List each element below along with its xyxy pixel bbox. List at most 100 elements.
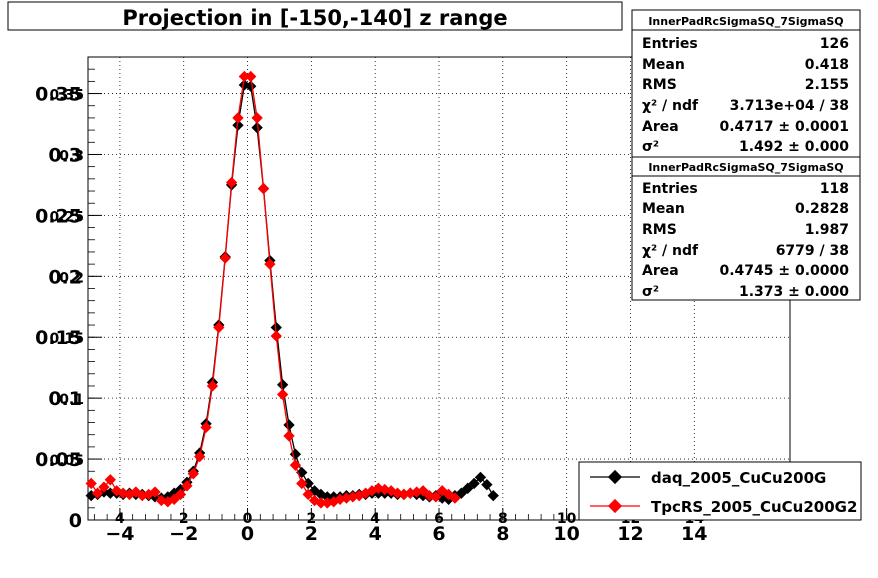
tpcrs-point [187, 468, 199, 480]
stat-value: 0.4745 ± 0.0000 [719, 263, 849, 279]
tpcrs-point [225, 176, 238, 189]
x-inner-tick-label: 2 [306, 511, 316, 527]
legend-marker-red [607, 498, 623, 514]
y-inner-tick-label: 0.1 [59, 392, 84, 408]
x-tick-label: 4 [369, 523, 382, 545]
stat-label: χ² / ndf [642, 98, 699, 114]
daq-point [481, 479, 493, 491]
tpcrs-point [264, 258, 276, 270]
x-inner-tick-label: 6 [434, 511, 444, 527]
stat-label: Area [642, 263, 679, 279]
stat-value: 0.2828 [795, 201, 849, 217]
y-tick-label: 0.15 [35, 327, 82, 349]
tpcrs-point [251, 112, 263, 124]
tpcrs-point [149, 486, 161, 498]
y-tick-label: 0.25 [35, 205, 82, 227]
x-tick-label: 14 [681, 523, 707, 545]
stat-label: Entries [642, 36, 698, 52]
stat-value: 2.155 [805, 77, 849, 93]
y-tick-label: 0.2 [48, 266, 82, 288]
legend: daq_2005_CuCu200G TpcRS_2005_CuCu200G2 [578, 461, 862, 521]
x-inner-tick-label: 2 [179, 511, 189, 527]
stat-label: σ² [642, 284, 659, 300]
y-tick-label: 0.35 [35, 84, 82, 106]
tpcrs-point [85, 477, 97, 490]
tpcrs-point [257, 182, 270, 195]
tpcrs-point [200, 421, 212, 434]
y-tick-label: 0.05 [35, 449, 82, 471]
tpcrs-point [289, 459, 302, 471]
y-tick-labels: 0 0.05 0.1 0.15 0.2 0.25 0.3 0.35 [35, 84, 82, 532]
x-inner-tick-label: 4 [115, 511, 125, 527]
legend-label-tpcrs: TpcRS_2005_CuCu200G2 [651, 498, 857, 516]
daq-point [487, 489, 499, 502]
x-tick-label: 10 [553, 523, 579, 545]
tpcrs-point [296, 477, 308, 490]
stat-label: Mean [642, 57, 685, 73]
stat-value: 0.418 [805, 57, 849, 73]
y-tick-label: 0.3 [48, 144, 82, 166]
stat-label: RMS [642, 222, 677, 238]
stat-value: 6779 / 38 [776, 243, 849, 259]
daq-point [474, 471, 487, 484]
stat-box-2: InnerPadRcSigmaSQ_7SigmaSQ Entries 118 M… [631, 156, 861, 301]
stat-box-1: InnerPadRcSigmaSQ_7SigmaSQ Entries 126 M… [631, 9, 861, 158]
x-tick-label: 8 [496, 523, 509, 545]
x-inner-tick-label: 10 [557, 511, 577, 527]
x-inner-tick-label: 0 [243, 511, 253, 527]
y-inner-tick-label: 0.15 [49, 331, 84, 347]
daq-point [283, 419, 295, 431]
y-tick-label: 0 [69, 510, 82, 532]
stat-value: 1.987 [805, 222, 849, 238]
tpcrs-point [430, 491, 442, 503]
stat-label: Mean [642, 201, 685, 217]
daq-point [270, 321, 282, 334]
legend-entry-tpcrs: TpcRS_2005_CuCu200G2 [590, 498, 857, 516]
tpcrs-point [245, 70, 257, 83]
daq-point [276, 379, 289, 391]
tpcrs-point [270, 330, 282, 342]
x-tick-label: −4 [105, 523, 134, 545]
daq-point [468, 477, 480, 490]
x-tick-label: −2 [169, 523, 198, 545]
tpcrs-point [174, 488, 187, 501]
stat-label: Entries [642, 181, 698, 197]
y-tick-label: 0.1 [48, 388, 82, 410]
tpcrs-point [232, 112, 244, 124]
chart-title-box: Projection in [-150,-140] z range [7, 1, 623, 31]
chart-title: Projection in [-150,-140] z range [122, 6, 507, 30]
legend-marker-black [607, 469, 623, 485]
daq-point [302, 477, 314, 490]
y-inner-tick-label: 0.3 [59, 148, 84, 164]
stat-value: 0.4717 ± 0.0001 [719, 119, 849, 135]
y-inner-tick-label: 0.35 [49, 88, 84, 104]
stat-label: χ² / ndf [642, 243, 699, 259]
series-daq [85, 79, 499, 505]
stat-box-title: InnerPadRcSigmaSQ_7SigmaSQ [648, 15, 843, 28]
stat-label: RMS [642, 77, 677, 93]
y-inner-tick-label: 0.05 [49, 453, 84, 469]
x-tick-label: 2 [305, 523, 318, 545]
stat-value: 126 [820, 36, 849, 52]
tpcrs-point [315, 497, 327, 509]
legend-label-daq: daq_2005_CuCu200G [651, 469, 826, 487]
tpcrs-point [219, 252, 231, 264]
legend-entry-daq: daq_2005_CuCu200G [590, 469, 826, 487]
tpcrs-point [194, 450, 206, 463]
tpcrs-point [276, 388, 289, 401]
stat-value: 1.373 ± 0.000 [739, 284, 849, 300]
tpcrs-point [213, 321, 225, 334]
y-inner-tick-labels: 0.05 0.1 0.15 0.2 0.25 0.3 0.35 [49, 88, 84, 470]
x-tick-label: 0 [241, 523, 254, 545]
x-inner-tick-label: 4 [370, 511, 380, 527]
stat-label: σ² [642, 139, 659, 155]
x-tick-label: 6 [432, 523, 445, 545]
stat-value: 1.492 ± 0.000 [739, 139, 849, 155]
tpcrs-point [302, 488, 314, 501]
y-inner-tick-label: 0.2 [59, 270, 84, 286]
tpcrs-point [181, 480, 193, 492]
x-tick-label: 12 [617, 523, 643, 545]
stat-label: Area [642, 119, 679, 135]
daq-point [289, 448, 302, 460]
